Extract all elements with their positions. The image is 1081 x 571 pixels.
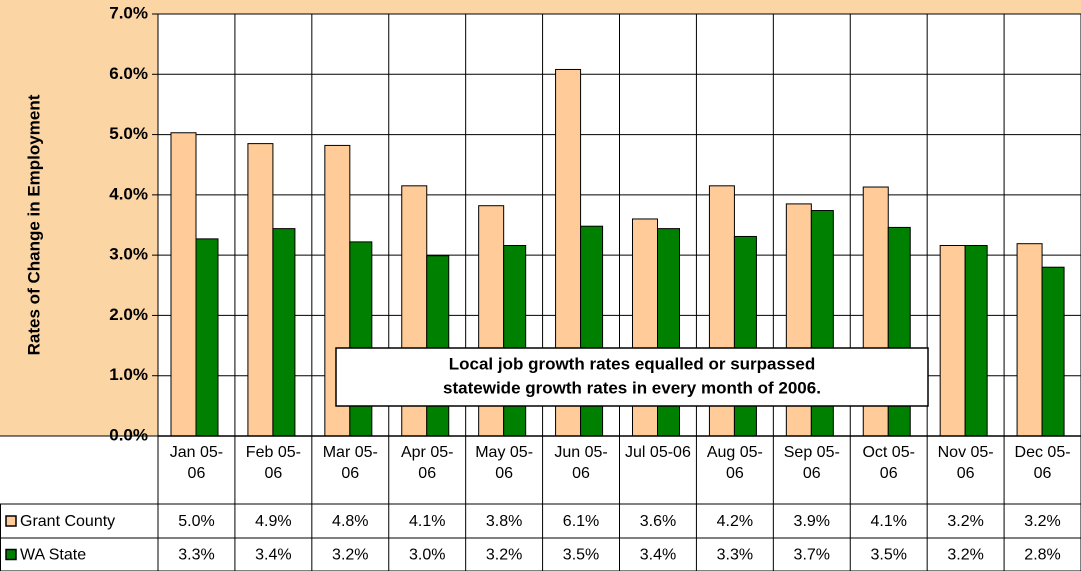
x-tick-label: Oct 05-06 bbox=[862, 444, 915, 482]
y-tick-label: 0.0% bbox=[109, 425, 148, 444]
annotation-text: Local job growth rates equalled or surpa… bbox=[449, 354, 816, 373]
x-tick-label: May 05-06 bbox=[475, 444, 534, 482]
data-label: 3.5% bbox=[870, 547, 906, 564]
data-label: 3.2% bbox=[332, 547, 368, 564]
data-label: 3.4% bbox=[640, 547, 676, 564]
x-tick-label-box: Feb 05-06 bbox=[245, 444, 301, 482]
y-tick-label: 7.0% bbox=[109, 3, 148, 22]
bar bbox=[1041, 266, 1065, 437]
data-label: 5.0% bbox=[178, 513, 214, 530]
data-label: 3.0% bbox=[409, 547, 445, 564]
x-tick-label: Feb 05-06 bbox=[245, 444, 301, 482]
x-tick-label-box: Dec 05-06 bbox=[1014, 444, 1071, 482]
x-tick-label: Jun 05-06 bbox=[554, 444, 608, 482]
x-tick-label-box: Mar 05-06 bbox=[322, 444, 378, 482]
bar bbox=[964, 244, 988, 437]
x-tick-label-box: Jul 05-06 bbox=[625, 444, 691, 461]
data-label: 3.3% bbox=[178, 547, 214, 564]
x-tick-label: Mar 05-06 bbox=[322, 444, 378, 482]
x-tick-label: Dec 05-06 bbox=[1014, 444, 1071, 482]
y-tick-label: 5.0% bbox=[109, 124, 148, 143]
data-label: 3.2% bbox=[1024, 513, 1060, 530]
x-tick-label-box: Aug 05-06 bbox=[706, 444, 763, 482]
x-tick-label-box: Oct 05-06 bbox=[862, 444, 915, 482]
data-label: 3.2% bbox=[947, 513, 983, 530]
x-tick-label: Aug 05-06 bbox=[706, 444, 763, 482]
bar bbox=[195, 238, 219, 437]
y-tick-label: 1.0% bbox=[109, 365, 148, 384]
y-tick-label: 3.0% bbox=[109, 245, 148, 264]
x-tick-label-box: Apr 05-06 bbox=[400, 444, 454, 482]
data-label: 4.2% bbox=[717, 513, 753, 530]
data-label: 3.2% bbox=[486, 547, 522, 564]
x-tick-label-box: Jan 05-06 bbox=[169, 444, 224, 482]
y-tick-label: 2.0% bbox=[109, 305, 148, 324]
bar bbox=[247, 143, 274, 437]
data-label: 6.1% bbox=[563, 513, 599, 530]
data-label: 3.8% bbox=[486, 513, 522, 530]
data-label: 4.9% bbox=[255, 513, 291, 530]
x-tick-label: Nov 05-06 bbox=[937, 444, 994, 482]
data-label: 3.5% bbox=[563, 547, 599, 564]
x-tick-label-box: May 05-06 bbox=[475, 444, 534, 482]
data-label: 3.3% bbox=[717, 547, 753, 564]
x-tick-label: Sep 05-06 bbox=[783, 444, 840, 482]
x-tick-label-box: Jun 05-06 bbox=[554, 444, 608, 482]
legend-swatch bbox=[5, 548, 17, 561]
legend-label: Grant County bbox=[20, 513, 115, 530]
y-tick-label: 6.0% bbox=[109, 64, 148, 83]
bar bbox=[426, 255, 450, 437]
annotation-text: statewide growth rates in every month of… bbox=[443, 378, 821, 397]
x-tick-label: Apr 05-06 bbox=[400, 444, 454, 482]
x-tick-label: Jul 05-06 bbox=[625, 444, 691, 461]
legend-swatch bbox=[5, 515, 17, 527]
y-tick-label: 4.0% bbox=[109, 184, 148, 203]
bar bbox=[170, 132, 197, 437]
y-axis-label: Rates of Change in Employment bbox=[24, 94, 43, 355]
legend-label: WA State bbox=[20, 547, 86, 564]
data-label: 3.7% bbox=[794, 547, 830, 564]
data-label: 3.6% bbox=[640, 513, 676, 530]
bar bbox=[939, 244, 966, 437]
x-tick-label-box: Nov 05-06 bbox=[937, 444, 994, 482]
bar bbox=[1016, 243, 1043, 437]
bar bbox=[272, 228, 296, 437]
x-tick-label: Jan 05-06 bbox=[169, 444, 224, 482]
data-label: 4.1% bbox=[870, 513, 906, 530]
bar bbox=[503, 244, 527, 437]
x-tick-label-box: Sep 05-06 bbox=[783, 444, 840, 482]
data-label: 3.9% bbox=[794, 513, 830, 530]
data-label: 4.8% bbox=[332, 513, 368, 530]
bar bbox=[349, 241, 373, 437]
data-label: 4.1% bbox=[409, 513, 445, 530]
data-label: 2.8% bbox=[1024, 547, 1060, 564]
data-label: 3.4% bbox=[255, 547, 291, 564]
data-label: 3.2% bbox=[947, 547, 983, 564]
annotation-box bbox=[335, 347, 929, 407]
